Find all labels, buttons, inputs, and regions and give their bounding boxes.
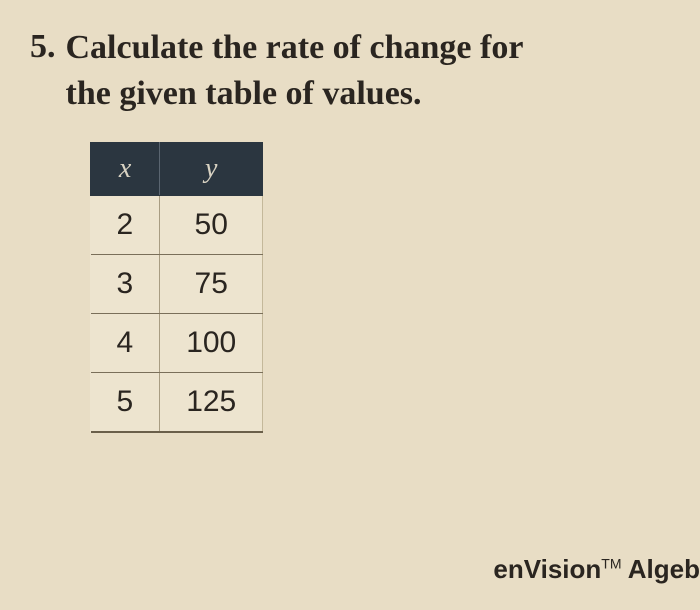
question-block: 5. Calculate the rate of change for the …	[30, 25, 670, 117]
footer-branding: enVisionTM Algeb	[493, 554, 700, 585]
cell-x: 5	[91, 372, 160, 432]
cell-x: 3	[91, 254, 160, 313]
table-row: 5 125	[91, 372, 263, 432]
column-header-x: x	[91, 142, 160, 195]
cell-y: 125	[160, 372, 263, 432]
table-row: 2 50	[91, 195, 263, 254]
page-container: 5. Calculate the rate of change for the …	[0, 0, 700, 610]
cell-y: 50	[160, 195, 263, 254]
table-row: 4 100	[91, 313, 263, 372]
data-table: x y 2 50 3 75 4 100 5 12	[90, 142, 263, 433]
data-table-container: x y 2 50 3 75 4 100 5 12	[90, 142, 670, 433]
brand-suffix: Algeb	[622, 554, 700, 584]
cell-y: 75	[160, 254, 263, 313]
cell-x: 2	[91, 195, 160, 254]
cell-x: 4	[91, 313, 160, 372]
table-row: 3 75	[91, 254, 263, 313]
question-number: 5.	[30, 25, 56, 69]
brand-name: enVision	[493, 554, 601, 584]
trademark-symbol: TM	[601, 555, 621, 571]
table-header-row: x y	[91, 142, 263, 195]
question-line-2: the given table of values.	[66, 75, 422, 112]
cell-y: 100	[160, 313, 263, 372]
column-header-y: y	[160, 142, 263, 195]
question-line-1: Calculate the rate of change for	[66, 29, 524, 66]
question-text: Calculate the rate of change for the giv…	[66, 25, 524, 117]
